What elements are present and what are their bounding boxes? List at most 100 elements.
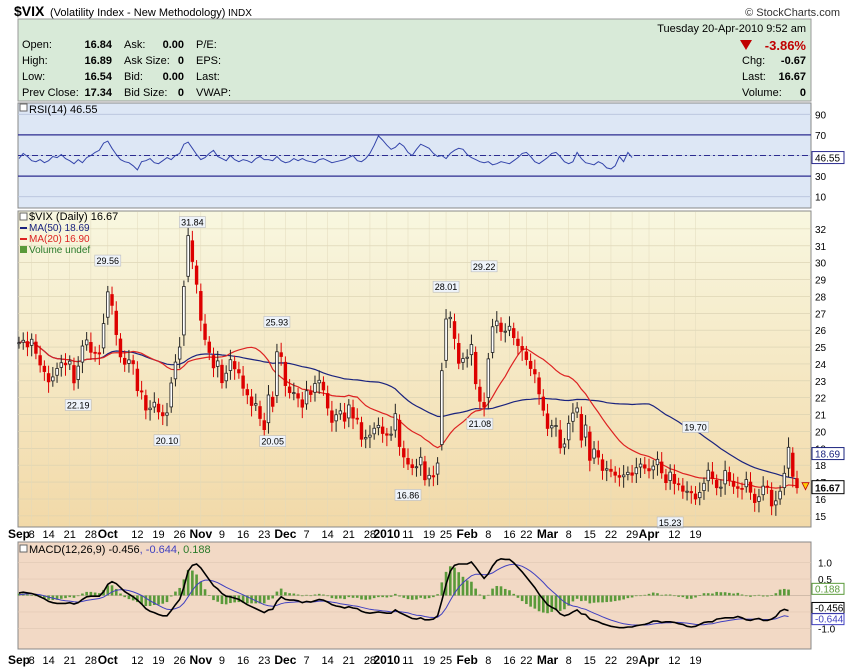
- candle-body: [397, 419, 402, 447]
- macd-histogram-bar: [174, 591, 177, 596]
- candle-body: [300, 399, 305, 408]
- x-tick-label: 14: [322, 655, 334, 667]
- macd-histogram-bar: [220, 595, 224, 605]
- macd-histogram-bar: [525, 595, 528, 605]
- candle: [393, 403, 398, 438]
- candle-body: [621, 474, 626, 478]
- annotation-box: [470, 260, 498, 273]
- macd-histogram-bar: [436, 594, 439, 596]
- x-tick-label: 28: [85, 655, 97, 667]
- candle-body: [795, 478, 799, 489]
- macd-histogram-bar: [119, 593, 122, 596]
- candle: [34, 334, 38, 360]
- candle: [21, 332, 25, 350]
- candle: [42, 360, 47, 381]
- x-tick-label: 26: [174, 655, 186, 667]
- high-label: High:: [22, 55, 48, 67]
- candle-body: [359, 422, 364, 440]
- candle-body: [626, 471, 630, 475]
- candle: [740, 482, 744, 500]
- annotation-box: [94, 254, 122, 267]
- macd-histogram-bar: [334, 595, 338, 599]
- macd-histogram-bar: [351, 595, 355, 598]
- candle-body: [655, 458, 660, 466]
- candle: [347, 399, 351, 428]
- bid-label: Bid:: [124, 71, 143, 83]
- macd-histogram-bar: [698, 595, 702, 596]
- candle: [127, 349, 131, 373]
- candle: [190, 230, 195, 270]
- macd-histogram-bar: [744, 595, 748, 597]
- candle-body: [93, 351, 97, 354]
- macd-histogram-bar: [432, 595, 435, 598]
- open-label: Open:: [22, 39, 52, 51]
- candle: [342, 402, 347, 429]
- macd-histogram-bar: [191, 570, 194, 596]
- macd-histogram-bar: [457, 572, 461, 596]
- candle-body: [249, 396, 254, 406]
- candle: [80, 340, 85, 374]
- candle: [541, 389, 546, 417]
- candle: [769, 482, 774, 516]
- ask-label: Ask:: [124, 39, 145, 51]
- macd-histogram-bar: [609, 595, 613, 602]
- candle-body: [558, 429, 562, 449]
- candle: [313, 375, 317, 402]
- macd-histogram-bar: [267, 595, 270, 600]
- candle-body: [152, 401, 157, 408]
- chart-title: (Volatility Index - New Methodology): [50, 7, 225, 19]
- candle: [478, 379, 482, 409]
- candle: [165, 402, 169, 427]
- macd-histogram-bar: [186, 569, 190, 596]
- candle-body: [647, 468, 651, 472]
- candle: [338, 402, 343, 420]
- macd-histogram-bar: [685, 595, 689, 599]
- candle: [300, 391, 305, 419]
- macd-histogram-bar: [76, 595, 80, 597]
- macd-histogram-bar: [157, 595, 160, 605]
- candle: [258, 400, 262, 427]
- candle-body: [207, 341, 211, 353]
- bid-size-value: 0: [178, 87, 184, 99]
- candle: [364, 429, 368, 449]
- candle-body: [427, 474, 431, 480]
- macd-histogram-bar: [537, 595, 541, 612]
- macd-histogram-bar: [592, 595, 596, 603]
- annotation-label: 20.05: [261, 437, 284, 447]
- macd-histogram-bar: [47, 595, 50, 600]
- candle: [744, 471, 748, 493]
- x-tick-label: 21: [343, 655, 355, 667]
- candle: [647, 458, 651, 479]
- candle: [97, 344, 102, 365]
- price-tick-label: 23: [815, 377, 827, 388]
- x-tick-label: 7: [303, 529, 309, 541]
- candle: [626, 466, 630, 481]
- candle: [156, 398, 161, 420]
- candle: [118, 333, 123, 363]
- macd-histogram-bar: [224, 595, 228, 605]
- candle: [427, 467, 431, 487]
- price-tick-label: 18: [815, 461, 827, 472]
- macd-histogram-bar: [668, 594, 672, 596]
- x-tick-label: 14: [42, 529, 54, 541]
- x-tick-label: Mar: [537, 653, 559, 667]
- candle: [279, 342, 283, 366]
- macd-histogram-bar: [144, 595, 148, 606]
- rsi-tick-label: 90: [815, 110, 827, 121]
- x-tick-label: Sep: [8, 527, 30, 541]
- x-tick-label: 16: [503, 529, 515, 541]
- macd-last-label: 0.188: [815, 584, 840, 595]
- candle: [596, 440, 600, 465]
- macd-histogram-bar: [415, 595, 418, 600]
- price-tick-label: 31: [815, 242, 827, 253]
- candle-body: [287, 386, 292, 394]
- candle-body: [431, 475, 436, 478]
- candle-body: [216, 360, 220, 367]
- candle: [385, 427, 389, 447]
- candle-body: [68, 360, 72, 365]
- candle: [672, 464, 677, 495]
- macd-histogram-bar: [482, 595, 486, 600]
- macd-tick-label: 1.0: [818, 559, 832, 570]
- macd-histogram-bar: [30, 595, 33, 596]
- chg-label: Chg:: [742, 55, 765, 67]
